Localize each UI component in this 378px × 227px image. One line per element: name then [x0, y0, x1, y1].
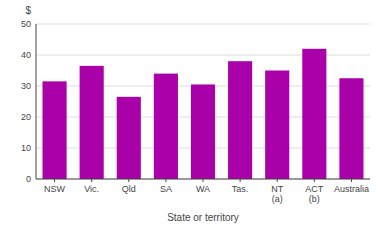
grid-line [36, 24, 370, 25]
bar [228, 61, 252, 179]
x-tick [203, 179, 204, 182]
x-tick [91, 179, 92, 182]
x-axis-label: State or territory [167, 212, 239, 223]
y-tick-label: 30 [21, 81, 31, 91]
y-tick-label: 20 [21, 112, 31, 122]
y-tick-label: 0 [26, 174, 31, 184]
x-tick-label: SA [160, 184, 172, 194]
y-tick-label: 50 [21, 19, 31, 29]
bar [117, 97, 141, 179]
x-tick [277, 179, 278, 182]
x-tick [351, 179, 352, 182]
bar [265, 71, 289, 180]
x-tick-label: NSW [44, 184, 66, 194]
y-tick-label: 40 [21, 50, 31, 60]
chart-container: 0 10 20 30 40 50 NSW Vic. Qld SA WA Tas. NT(a) ACT(b)… [0, 0, 378, 227]
bar [191, 84, 215, 179]
x-tick [54, 179, 55, 182]
bar [339, 78, 363, 179]
y-axis-label: $ [25, 5, 31, 16]
y-tick-label: 10 [21, 143, 31, 153]
x-tick-label: ACT(b) [305, 184, 324, 204]
grid [36, 24, 370, 179]
x-tick [314, 179, 315, 182]
bar [302, 49, 326, 179]
x-tick-label: Vic. [84, 184, 99, 194]
bar [42, 81, 66, 179]
y-axis-line [36, 24, 37, 179]
x-tick [240, 179, 241, 182]
bar [80, 66, 104, 179]
x-tick-label: Qld [122, 184, 136, 194]
x-tick [128, 179, 129, 182]
x-tick-label: WA [196, 184, 210, 194]
bar [154, 74, 178, 179]
chart: 0 10 20 30 40 50 NSW Vic. Qld SA WA Tas. NT(a) ACT(b)… [0, 0, 378, 227]
x-tick [165, 179, 166, 182]
x-tick-label: NT(a) [271, 184, 283, 204]
x-tick-label: Tas. [232, 184, 249, 194]
bars [42, 49, 363, 179]
x-tick-label: Australia [334, 184, 369, 194]
